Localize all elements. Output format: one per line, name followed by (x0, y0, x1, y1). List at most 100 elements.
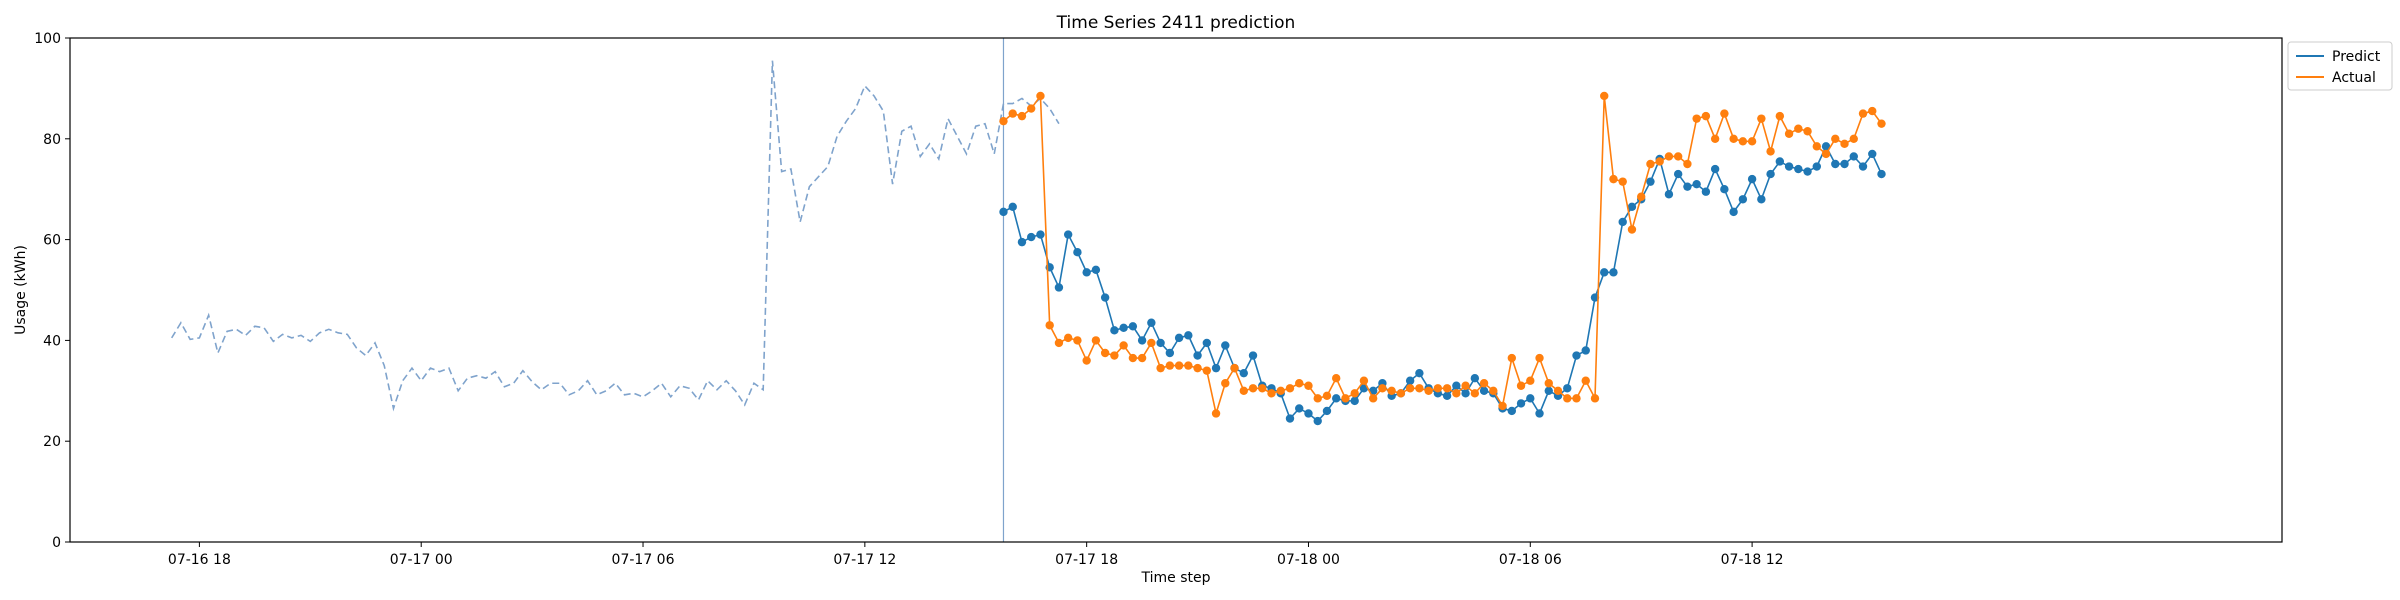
data-point-predict (1415, 368, 1424, 378)
data-point-actual (1147, 338, 1156, 348)
data-point-predict (1664, 190, 1674, 199)
data-point-predict (1858, 162, 1868, 171)
data-point-actual (1840, 139, 1849, 149)
data-point-predict (1248, 351, 1258, 360)
data-point-actual (1553, 386, 1563, 395)
data-point-actual (1877, 119, 1886, 128)
data-point-actual (1054, 338, 1064, 348)
data-point-actual (1849, 134, 1858, 143)
data-point-predict (1581, 346, 1590, 355)
y-axis-label: Usage (kWh) (13, 245, 29, 335)
data-point-actual (1387, 386, 1396, 395)
data-point-predict (1821, 142, 1831, 151)
data-point-predict (1627, 202, 1637, 212)
data-point-predict (1507, 406, 1517, 416)
data-point-actual (1600, 91, 1609, 101)
data-point-actual (1720, 109, 1729, 118)
data-point-actual (1295, 379, 1304, 388)
data-point-actual (1405, 384, 1415, 393)
data-point-predict (1590, 293, 1600, 302)
legend: Predict Actual (2287, 41, 2393, 91)
data-point-predict (1803, 167, 1812, 176)
data-point-predict (1304, 409, 1313, 418)
data-point-predict (999, 207, 1008, 217)
data-point-predict (1128, 322, 1138, 331)
data-point-predict (1461, 389, 1470, 398)
data-point-actual (999, 116, 1008, 126)
data-point-actual (1027, 104, 1036, 113)
data-point-predict (1784, 162, 1794, 171)
data-point-predict (1812, 162, 1822, 171)
data-point-actual (1729, 134, 1738, 143)
data-point-actual (1350, 389, 1359, 398)
data-point-actual (1202, 366, 1212, 375)
data-point-actual (1396, 389, 1406, 398)
data-point-predict (1036, 230, 1045, 239)
data-point-actual (1683, 159, 1692, 169)
data-point-actual (1230, 363, 1239, 373)
data-point-actual (1082, 356, 1091, 365)
data-point-predict (1600, 268, 1609, 277)
data-point-predict (1100, 293, 1110, 302)
data-point-actual (1470, 389, 1480, 398)
data-point-predict (1729, 207, 1738, 217)
data-point-actual (1017, 111, 1027, 121)
data-point-predict (1054, 283, 1064, 292)
data-point-predict (1285, 414, 1295, 423)
data-point-predict (1027, 232, 1036, 242)
data-point-predict (1211, 363, 1221, 373)
data-point-actual (1424, 386, 1433, 395)
data-point-predict (1526, 394, 1535, 403)
data-point-actual (1433, 384, 1443, 393)
data-point-predict (1877, 169, 1886, 179)
y-tick-label: 0 (52, 535, 61, 551)
data-point-actual (1701, 111, 1711, 121)
data-point-actual (1757, 114, 1766, 123)
data-point-predict (1757, 195, 1766, 204)
x-tick-label: 07-17 12 (833, 552, 896, 568)
data-point-predict (1563, 384, 1572, 393)
y-tick-label: 80 (43, 132, 61, 148)
data-point-actual (1415, 384, 1424, 393)
data-point-predict (1840, 159, 1849, 169)
data-point-actual (1747, 137, 1757, 146)
data-point-actual (1618, 177, 1627, 186)
x-tick-label: 07-18 00 (1277, 552, 1340, 568)
data-point-actual (1637, 192, 1646, 201)
data-point-actual (1738, 137, 1748, 146)
data-point-predict (1868, 149, 1877, 159)
y-tick-label: 100 (34, 31, 61, 47)
x-tick-label: 07-18 12 (1721, 552, 1784, 568)
y-tick-label: 20 (43, 434, 61, 450)
data-point-actual (1442, 384, 1452, 393)
x-axis: 07-16 18 07-17 00 07-17 06 07-17 12 07-17 18… (168, 542, 1784, 568)
data-point-actual (1646, 159, 1655, 169)
data-point-predict (1794, 164, 1803, 174)
data-point-actual (1248, 384, 1258, 393)
legend-predict-label: Predict (2332, 49, 2381, 65)
data-point-predict (1470, 374, 1480, 383)
plot-area (170, 38, 1886, 542)
data-point-predict (1137, 336, 1147, 345)
data-point-actual (1821, 149, 1831, 159)
data-point-predict (1202, 338, 1212, 348)
data-point-actual (1516, 381, 1526, 390)
data-point-predict (1073, 248, 1082, 257)
data-point-actual (1794, 124, 1803, 133)
data-point-predict (1184, 331, 1193, 340)
data-point-actual (1535, 353, 1544, 363)
data-point-actual (1359, 376, 1369, 385)
data-point-predict (1091, 265, 1101, 275)
data-point-actual (1063, 333, 1073, 343)
data-point-actual (1858, 109, 1868, 118)
data-point-actual (1526, 376, 1535, 385)
data-point-predict (1193, 351, 1202, 360)
data-point-actual (1831, 134, 1840, 143)
axes-frame (69, 37, 2283, 543)
data-point-actual (1036, 91, 1045, 101)
data-point-actual (1110, 351, 1119, 360)
y-tick-label: 40 (43, 333, 61, 349)
data-point-actual (1452, 389, 1461, 398)
data-point-actual (1812, 142, 1822, 151)
